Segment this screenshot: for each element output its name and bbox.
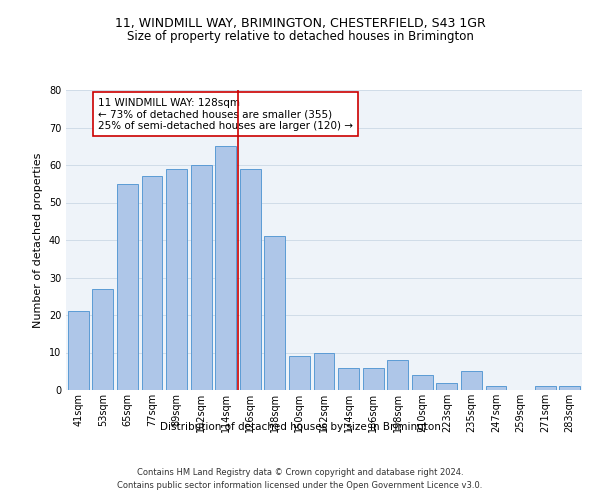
- Bar: [265, 236, 286, 390]
- Bar: [314, 352, 334, 390]
- Y-axis label: Number of detached properties: Number of detached properties: [33, 152, 43, 328]
- Bar: [535, 386, 556, 390]
- Bar: [387, 360, 408, 390]
- Bar: [485, 386, 506, 390]
- Bar: [338, 368, 359, 390]
- Bar: [117, 184, 138, 390]
- Bar: [92, 289, 113, 390]
- Text: Contains public sector information licensed under the Open Government Licence v3: Contains public sector information licen…: [118, 480, 482, 490]
- Bar: [412, 375, 433, 390]
- Bar: [68, 311, 89, 390]
- Bar: [436, 382, 457, 390]
- Bar: [215, 146, 236, 390]
- Text: Size of property relative to detached houses in Brimington: Size of property relative to detached ho…: [127, 30, 473, 43]
- Text: Distribution of detached houses by size in Brimington: Distribution of detached houses by size …: [160, 422, 440, 432]
- Bar: [461, 371, 482, 390]
- Text: 11, WINDMILL WAY, BRIMINGTON, CHESTERFIELD, S43 1GR: 11, WINDMILL WAY, BRIMINGTON, CHESTERFIE…: [115, 18, 485, 30]
- Bar: [166, 169, 187, 390]
- Bar: [240, 169, 261, 390]
- Bar: [289, 356, 310, 390]
- Bar: [559, 386, 580, 390]
- Text: Contains HM Land Registry data © Crown copyright and database right 2024.: Contains HM Land Registry data © Crown c…: [137, 468, 463, 477]
- Bar: [191, 165, 212, 390]
- Text: 11 WINDMILL WAY: 128sqm
← 73% of detached houses are smaller (355)
25% of semi-d: 11 WINDMILL WAY: 128sqm ← 73% of detache…: [98, 98, 353, 130]
- Bar: [362, 368, 383, 390]
- Bar: [142, 176, 163, 390]
